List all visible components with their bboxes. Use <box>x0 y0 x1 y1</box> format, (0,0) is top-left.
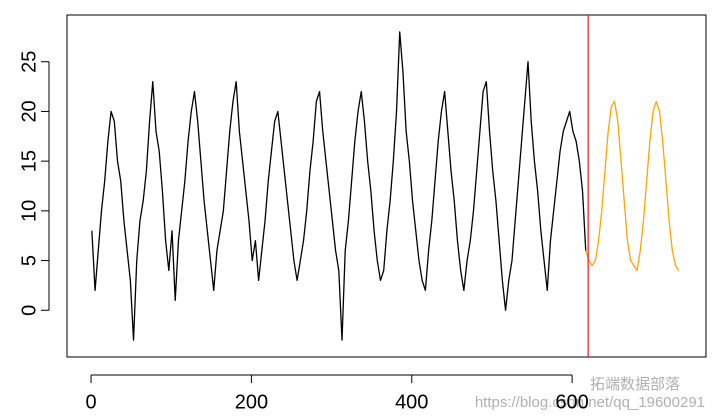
y-tick-label: 15 <box>18 150 40 172</box>
y-tick-label: 0 <box>18 305 40 316</box>
series-line <box>585 100 680 272</box>
series-line <box>91 31 587 341</box>
x-tick-label: 400 <box>395 391 428 413</box>
y-tick-label: 20 <box>18 100 40 122</box>
y-tick-label: 10 <box>18 200 40 222</box>
x-tick-label: 200 <box>235 391 268 413</box>
watermark: https://blog.csdn.net/qq_19600291 <box>475 394 705 411</box>
y-tick-label: 5 <box>18 255 40 266</box>
x-tick-label: 0 <box>85 391 96 413</box>
x-tick-label: 600 <box>555 391 588 413</box>
y-tick-label: 25 <box>18 51 40 73</box>
plot-frame <box>66 14 707 358</box>
watermark: 拓端数据部落 <box>590 376 680 393</box>
